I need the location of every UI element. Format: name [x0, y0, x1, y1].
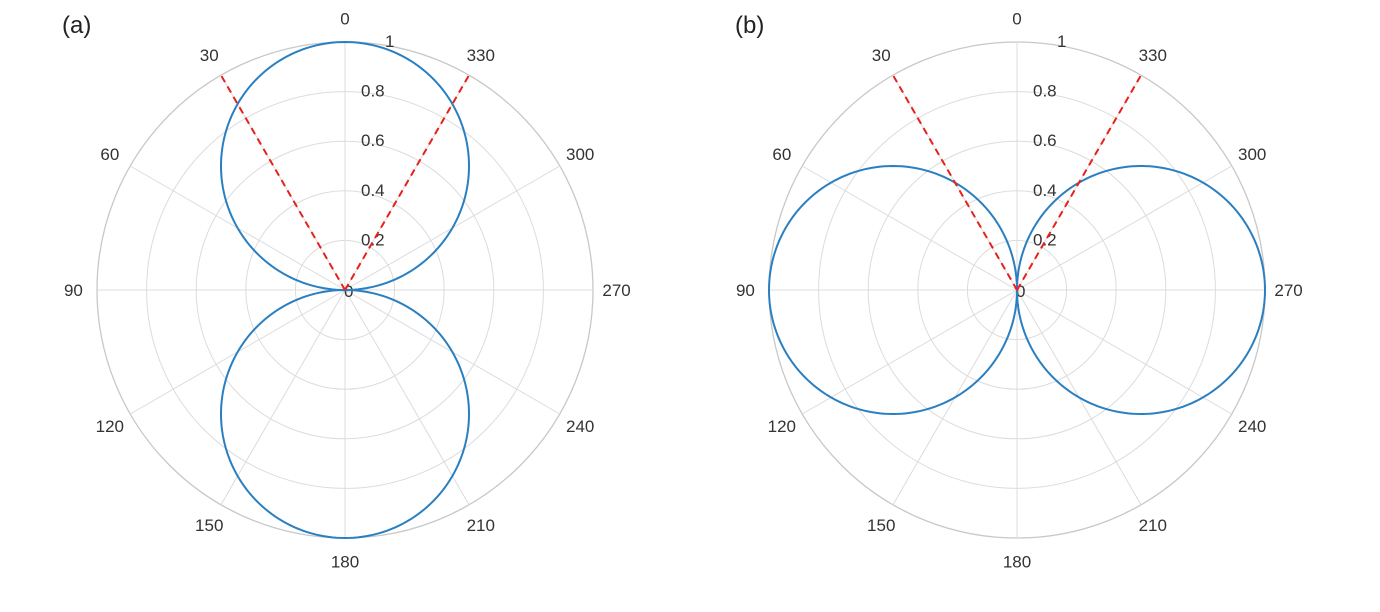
r-tick-label: 0.4: [1033, 181, 1057, 200]
theta-tick-label: 300: [1238, 145, 1266, 164]
panel-label: (a): [62, 12, 91, 39]
theta-tick-label: 120: [96, 417, 124, 436]
dashed-boundary-line-330: [1016, 74, 1142, 291]
r-tick-label: 0.6: [1033, 131, 1057, 150]
theta-tick-label: 60: [100, 145, 119, 164]
r-tick-label: 0.2: [361, 230, 385, 249]
theta-tick-label: 270: [602, 281, 630, 300]
r-tick-label: 1: [385, 32, 394, 51]
theta-tick-label: 120: [768, 417, 796, 436]
response-curve: [219, 41, 471, 540]
r-tick-label: 1: [1057, 32, 1066, 51]
theta-tick-label: 90: [64, 281, 83, 300]
dashed-boundary-line-30: [892, 74, 1018, 291]
theta-tick-label: 240: [1238, 417, 1266, 436]
theta-tick-label: 330: [1139, 46, 1167, 65]
theta-tick-label: 60: [772, 145, 791, 164]
theta-tick-label: 240: [566, 417, 594, 436]
theta-tick-label: 0: [340, 9, 349, 28]
theta-grid-line: [220, 289, 346, 506]
theta-tick-label: 180: [331, 553, 359, 572]
dashed-boundary-line-330: [344, 74, 470, 291]
theta-grid-line: [801, 165, 1018, 291]
r-tick-label: 0.8: [1033, 82, 1057, 101]
theta-grid-line: [1016, 289, 1233, 415]
r-tick-label: 0.8: [361, 82, 385, 101]
theta-tick-label: 210: [467, 516, 495, 535]
r-tick-label: 0: [344, 282, 353, 301]
polar-panel-a: (a) 0 30 60 90 120 150 180 210 240 270 300 330 0 0.2 0.…: [62, 9, 631, 571]
theta-tick-label: 90: [736, 281, 755, 300]
r-tick-label: 0: [1016, 282, 1025, 301]
theta-tick-label: 300: [566, 145, 594, 164]
dashed-boundary-line-30: [220, 74, 346, 291]
theta-tick-label: 330: [467, 46, 495, 65]
polar-panel-b: (b) 0 30 60 90 120 150 180 210 240 270 300 330 0 0.2 0.…: [735, 9, 1303, 571]
theta-grid-line: [344, 289, 470, 506]
theta-grid-line: [801, 289, 1018, 415]
r-tick-label: 0.6: [361, 131, 385, 150]
theta-tick-label: 30: [872, 46, 891, 65]
theta-tick-label: 30: [200, 46, 219, 65]
theta-tick-label: 150: [867, 516, 895, 535]
r-tick-label: 0.2: [1033, 230, 1057, 249]
r-tick-label: 0.4: [361, 181, 385, 200]
theta-tick-label: 210: [1139, 516, 1167, 535]
theta-tick-label: 0: [1012, 9, 1021, 28]
theta-tick-label: 180: [1003, 553, 1031, 572]
theta-grid-line: [1016, 165, 1233, 291]
panel-label: (b): [735, 12, 764, 39]
theta-tick-label: 270: [1274, 281, 1302, 300]
theta-tick-label: 150: [195, 516, 223, 535]
